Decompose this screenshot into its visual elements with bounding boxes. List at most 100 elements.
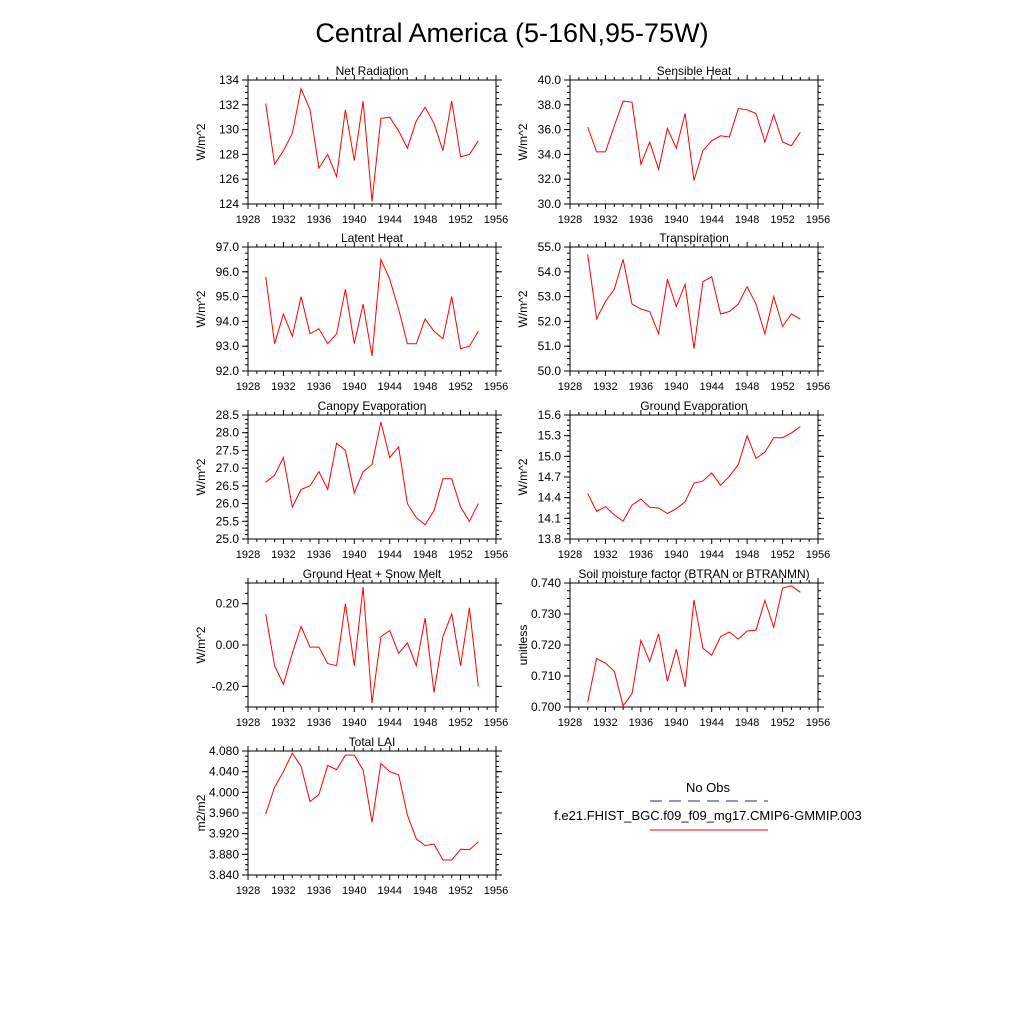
x-tick-label: 1956: [806, 214, 830, 226]
y-tick-label: 0.20: [216, 597, 240, 611]
plot-frame: [247, 582, 497, 708]
x-tick-label: 1952: [770, 549, 794, 561]
y-tick-label: 14.1: [538, 511, 562, 525]
x-tick-label: 1956: [806, 381, 830, 393]
x-tick-label: 1948: [413, 549, 437, 561]
chart-panel-7: Ground Heat + Snow Melt W/m^2 1928 1932 1936…: [194, 567, 508, 729]
plot-frame: [247, 750, 497, 876]
y-tick-label: 52.0: [538, 314, 562, 328]
x-tick-label: 1932: [593, 214, 617, 226]
y-tick-label: 126: [219, 172, 239, 186]
x-tick-label: 1944: [699, 717, 723, 729]
y-tick-label: 26.5: [216, 479, 240, 493]
x-tick-label: 1932: [593, 381, 617, 393]
series-line: [265, 421, 479, 526]
x-tick-label: 1952: [448, 214, 472, 226]
panel-title: Ground Evaporation: [640, 399, 747, 413]
x-tick-label: 1952: [770, 214, 794, 226]
y-tick-label: 0.720: [531, 638, 561, 652]
x-tick-label: 1936: [629, 214, 653, 226]
y-axis-label: m2/m2: [194, 794, 208, 831]
x-tick-label: 1944: [377, 381, 401, 393]
chart-panel-8: Soil moisture factor (BTRAN or BTRANMN) u…: [516, 567, 830, 729]
x-tick-label: 1940: [664, 214, 688, 226]
y-tick-label: 14.4: [538, 491, 562, 505]
y-axis-label: W/m^2: [516, 123, 530, 160]
x-tick-label: 1936: [307, 885, 331, 897]
x-tick-label: 1940: [664, 549, 688, 561]
x-tick-label: 1952: [448, 381, 472, 393]
x-tick-label: 1944: [699, 381, 723, 393]
series-line: [265, 257, 479, 357]
y-tick-label: 132: [219, 98, 239, 112]
y-tick-label: 92.0: [216, 364, 240, 378]
x-tick-label: 1952: [770, 381, 794, 393]
panel-title: Latent Heat: [341, 231, 404, 245]
x-tick-label: 1940: [342, 717, 366, 729]
x-tick-label: 1932: [593, 549, 617, 561]
panel-title: Canopy Evaporation: [318, 399, 427, 413]
y-tick-label: 3.880: [209, 847, 239, 861]
y-tick-label: -0.20: [212, 679, 240, 693]
panel-title: Net Radiation: [336, 64, 409, 78]
series-line: [587, 426, 801, 522]
x-tick-label: 1944: [699, 214, 723, 226]
figure-title: Central America (5-16N,95-75W): [315, 18, 708, 48]
x-tick-label: 1956: [806, 717, 830, 729]
y-tick-label: 15.6: [538, 408, 562, 422]
panel-title: Sensible Heat: [657, 64, 732, 78]
x-tick-label: 1936: [629, 549, 653, 561]
x-tick-label: 1956: [806, 549, 830, 561]
y-tick-label: 0.740: [531, 576, 561, 590]
chart-panel-2: Sensible Heat W/m^2 1928 1932 1936 1940 1944 19…: [516, 64, 830, 226]
x-tick-label: 1956: [484, 885, 508, 897]
x-tick-label: 1928: [236, 381, 260, 393]
x-tick-label: 1928: [558, 381, 582, 393]
x-tick-label: 1944: [377, 549, 401, 561]
x-tick-label: 1952: [770, 717, 794, 729]
x-tick-label: 1952: [448, 549, 472, 561]
x-tick-label: 1936: [629, 717, 653, 729]
y-tick-label: 0.700: [531, 700, 561, 714]
x-tick-label: 1928: [558, 549, 582, 561]
panel-title: Transpiration: [659, 231, 729, 245]
y-tick-label: 134: [219, 73, 239, 87]
y-axis-label: W/m^2: [516, 290, 530, 327]
y-tick-label: 94.0: [216, 314, 240, 328]
x-tick-label: 1936: [307, 381, 331, 393]
y-tick-label: 14.7: [538, 470, 562, 484]
x-tick-label: 1948: [413, 885, 437, 897]
legend-model-label: f.e21.FHIST_BGC.f09_f09_mg17.CMIP6-GMMIP…: [554, 808, 862, 823]
y-tick-label: 3.960: [209, 806, 239, 820]
x-tick-label: 1948: [735, 549, 759, 561]
x-tick-label: 1952: [448, 717, 472, 729]
x-tick-label: 1932: [271, 885, 295, 897]
x-tick-label: 1948: [735, 381, 759, 393]
y-tick-label: 4.080: [209, 744, 239, 758]
x-tick-label: 1940: [342, 214, 366, 226]
series-line: [265, 752, 479, 861]
x-tick-label: 1936: [307, 717, 331, 729]
x-tick-label: 1944: [377, 885, 401, 897]
y-axis-label: W/m^2: [194, 290, 208, 327]
x-tick-label: 1928: [236, 214, 260, 226]
chart-panel-4: Transpiration W/m^2 1928 1932 1936 1940 1944 19…: [516, 231, 830, 393]
y-axis-label: W/m^2: [194, 626, 208, 663]
x-tick-label: 1928: [236, 885, 260, 897]
series-line: [265, 587, 479, 703]
y-tick-label: 30.0: [538, 197, 562, 211]
x-tick-label: 1948: [413, 717, 437, 729]
plot-frame: [569, 79, 819, 205]
x-tick-label: 1928: [236, 549, 260, 561]
y-tick-label: 50.0: [538, 364, 562, 378]
y-tick-label: 27.5: [216, 443, 240, 457]
y-tick-label: 25.5: [216, 514, 240, 528]
x-tick-label: 1932: [271, 717, 295, 729]
y-tick-label: 40.0: [538, 73, 562, 87]
y-tick-label: 51.0: [538, 339, 562, 353]
x-tick-label: 1928: [236, 717, 260, 729]
x-tick-label: 1948: [735, 214, 759, 226]
y-tick-label: 95.0: [216, 290, 240, 304]
y-tick-label: 27.0: [216, 461, 240, 475]
